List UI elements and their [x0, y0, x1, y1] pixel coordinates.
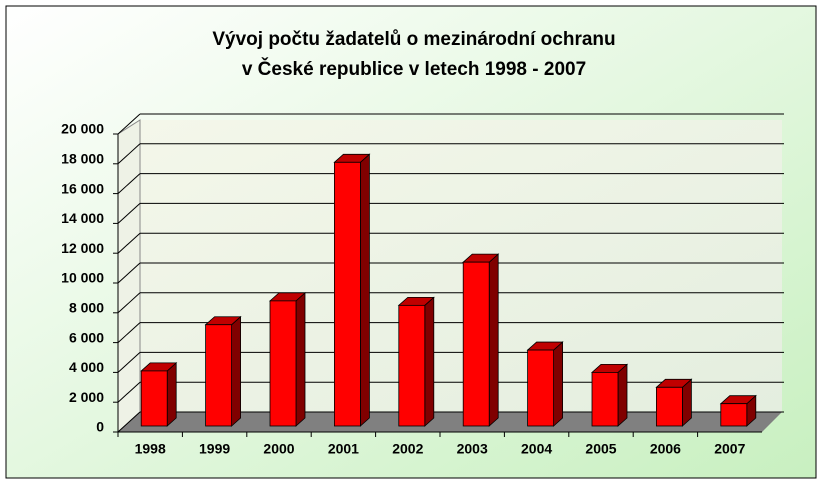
bar-side [554, 342, 563, 426]
x-tick-label: 2007 [714, 441, 745, 457]
bar [270, 301, 296, 426]
bar [206, 325, 232, 426]
y-tick-label: 4 000 [69, 359, 104, 375]
bar-side [296, 293, 305, 426]
bar-side [489, 254, 498, 426]
y-tick-label: 20 000 [61, 121, 104, 137]
x-tick-label: 2000 [263, 441, 294, 457]
y-tick-label: 2 000 [69, 389, 104, 405]
x-tick-label: 2001 [328, 441, 359, 457]
bar [463, 262, 489, 426]
y-tick-label: 18 000 [61, 151, 104, 167]
x-tick-label: 2005 [585, 441, 616, 457]
y-tick-label: 14 000 [61, 210, 104, 226]
x-tick-label: 1999 [199, 441, 230, 457]
chart-title: Vývoj počtu žadatelů o mezinárodní ochra… [212, 29, 615, 50]
chart: Vývoj počtu žadatelů o mezinárodní ochra… [0, 0, 823, 484]
bar [721, 404, 747, 426]
bar-side [232, 317, 241, 426]
bar [528, 350, 554, 426]
bar [399, 305, 425, 426]
x-tick-label: 2004 [521, 441, 552, 457]
x-tick-label: 1998 [135, 441, 166, 457]
bar [656, 387, 682, 426]
x-tick-label: 2002 [392, 441, 423, 457]
y-tick-label: 6 000 [69, 329, 104, 345]
bar-side [167, 363, 176, 426]
bar-side [360, 154, 369, 426]
bar-side [425, 297, 434, 426]
bar-side [618, 364, 627, 426]
y-tick-label: 16 000 [61, 180, 104, 196]
y-tick-label: 0 [96, 419, 104, 435]
chart-title: v České republice v letech 1998 - 2007 [242, 58, 586, 80]
x-tick-label: 2006 [650, 441, 681, 457]
y-tick-label: 12 000 [61, 240, 104, 256]
y-tick-label: 8 000 [69, 300, 104, 316]
x-tick-label: 2003 [457, 441, 488, 457]
bar [592, 372, 618, 426]
bar [141, 371, 167, 426]
y-tick-label: 10 000 [61, 270, 104, 286]
bar [334, 162, 360, 426]
